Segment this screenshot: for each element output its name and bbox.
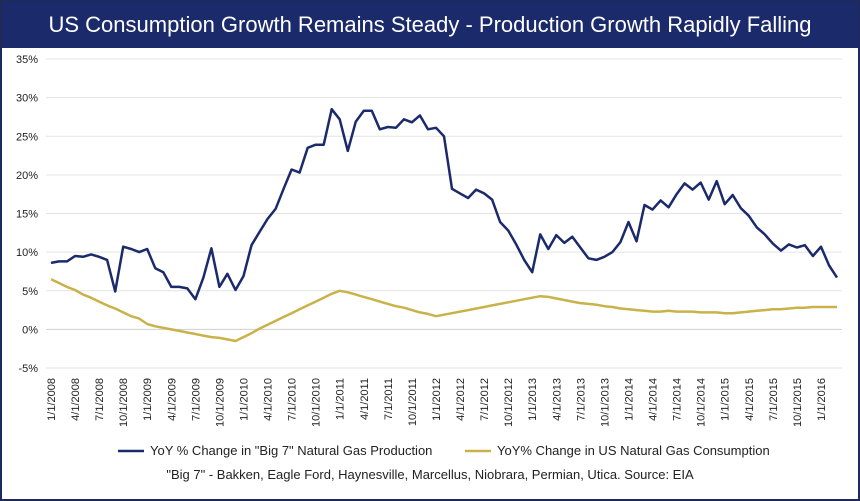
x-tick-label: 7/1/2008 — [94, 378, 106, 421]
legend: YoY % Change in "Big 7" Natural Gas Prod… — [118, 443, 770, 458]
chart-title: US Consumption Growth Remains Steady - P… — [2, 2, 858, 48]
legend-label-consumption: YoY% Change in US Natural Gas Consumptio… — [497, 443, 770, 458]
y-tick-label: 35% — [16, 54, 38, 66]
x-tick-label: 7/1/2011 — [383, 378, 395, 420]
x-tick-label: 10/1/2014 — [696, 378, 708, 427]
y-tick-label: 10% — [16, 247, 38, 259]
x-tick-label: 4/1/2010 — [263, 378, 275, 421]
y-tick-labels: 35% 30% 25% 20% 15% 10% 5% 0% -5% — [16, 54, 38, 375]
y-tick-label: 0% — [22, 324, 38, 336]
y-tick-label: 20% — [16, 170, 38, 182]
x-tick-label: 10/1/2008 — [118, 378, 130, 427]
y-tick-label: 25% — [16, 131, 38, 143]
y-tick-label: 5% — [22, 286, 38, 298]
x-tick-label: 7/1/2014 — [672, 378, 684, 421]
x-tick-label: 4/1/2015 — [744, 378, 756, 421]
x-tick-label: 4/1/2012 — [455, 378, 467, 421]
y-tick-label: 15% — [16, 209, 38, 221]
source-note: "Big 7" - Bakken, Eagle Ford, Haynesvill… — [166, 467, 694, 482]
x-tick-label: 10/1/2010 — [311, 378, 323, 427]
x-tick-label: 4/1/2011 — [359, 378, 371, 420]
x-tick-label: 1/1/2010 — [238, 378, 250, 421]
x-tick-label: 4/1/2013 — [551, 378, 563, 421]
x-tick-label: 10/1/2012 — [503, 378, 515, 427]
x-tick-label: 10/1/2015 — [792, 378, 804, 427]
x-tick-label: 7/1/2015 — [768, 378, 780, 421]
y-tick-label: 30% — [16, 93, 38, 105]
x-tick-label: 7/1/2009 — [190, 378, 202, 421]
x-tick-label: 1/1/2008 — [46, 378, 58, 421]
series-lines — [50, 107, 839, 343]
legend-label-production: YoY % Change in "Big 7" Natural Gas Prod… — [150, 443, 432, 458]
x-tick-label: 1/1/2012 — [431, 378, 443, 421]
x-tick-label: 10/1/2011 — [407, 378, 419, 426]
x-tick-label: 4/1/2014 — [648, 378, 660, 421]
x-tick-label: 4/1/2008 — [70, 378, 82, 421]
x-tick-label: 7/1/2010 — [287, 378, 299, 421]
x-tick-label: 10/1/2009 — [214, 378, 226, 427]
x-tick-label: 1/1/2009 — [142, 378, 154, 421]
x-tick-label: 1/1/2011 — [335, 378, 347, 420]
series-line-production — [50, 107, 839, 301]
x-tick-label: 7/1/2012 — [479, 378, 491, 421]
series-line-consumption — [50, 278, 837, 343]
grid-lines — [46, 58, 842, 369]
x-tick-label: 1/1/2016 — [816, 378, 828, 421]
x-tick-label: 10/1/2013 — [599, 378, 611, 427]
x-tick-label: 1/1/2015 — [720, 378, 732, 421]
x-tick-label: 1/1/2013 — [527, 378, 539, 421]
y-tick-label: -5% — [18, 363, 38, 375]
x-tick-label: 4/1/2009 — [166, 378, 178, 421]
x-tick-label: 7/1/2013 — [575, 378, 587, 421]
x-tick-labels: 1/1/2008 4/1/2008 7/1/2008 10/1/2008 1/1/200… — [46, 378, 828, 427]
x-tick-label: 1/1/2014 — [623, 378, 635, 421]
